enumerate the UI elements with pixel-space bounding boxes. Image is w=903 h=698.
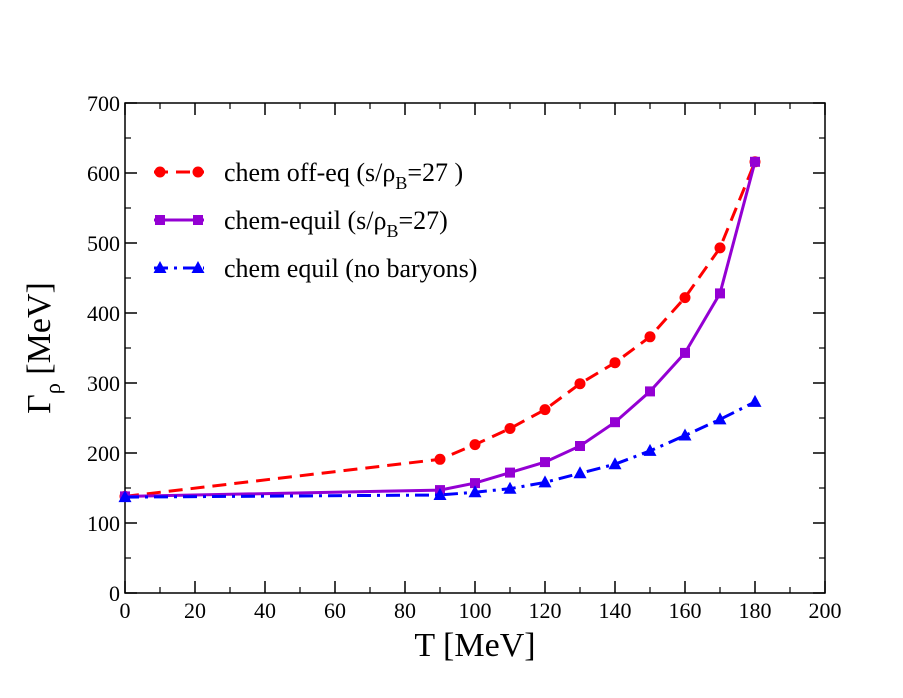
legend-label-post: =27 )	[407, 158, 463, 187]
data-point	[645, 386, 655, 397]
x-tick-label: 60	[324, 598, 346, 623]
data-point	[750, 156, 760, 167]
x-tick-label: 200	[809, 598, 842, 623]
data-point	[469, 439, 481, 451]
legend: chem off-eq (s/ρB=27 )chem-equil (s/ρB=2…	[153, 158, 477, 283]
y-tick-label: 0	[109, 581, 120, 606]
legend-label: chem equil (no baryons)	[224, 254, 477, 283]
data-point	[539, 404, 551, 416]
y-tick-label: 300	[87, 371, 120, 396]
series-3	[118, 394, 762, 503]
legend-label-text: chem-equil (s/ρ	[224, 206, 386, 235]
y-tick-label: 500	[87, 231, 120, 256]
data-point	[118, 490, 132, 503]
legend-label-post: =27)	[398, 206, 447, 235]
legend-label-text: chem equil (no baryons)	[224, 254, 477, 283]
series-line	[124, 400, 756, 499]
legend-marker	[191, 261, 205, 273]
legend-entry-1: chem off-eq (s/ρB=27 )	[154, 158, 463, 193]
y-axis-label-main: Γ	[21, 394, 58, 414]
y-tick-label: 100	[87, 511, 120, 536]
y-tick-label: 700	[87, 91, 120, 116]
data-point	[644, 331, 656, 343]
y-tick-label: 200	[87, 441, 120, 466]
data-point	[680, 347, 690, 358]
legend-marker	[193, 215, 203, 225]
axis-ticks	[124, 102, 826, 594]
data-point	[434, 453, 446, 465]
data-point	[470, 478, 480, 489]
data-point	[504, 423, 516, 434]
data-point	[609, 357, 621, 369]
legend-label: chem-equil (s/ρB=27)	[224, 206, 448, 241]
y-axis-label: Γρ [MeV]	[21, 282, 65, 414]
data-point	[505, 467, 515, 478]
series-line	[124, 161, 757, 498]
data-point	[608, 457, 622, 470]
data-point	[713, 412, 727, 425]
data-point	[433, 488, 447, 500]
x-tick-label: 40	[254, 598, 276, 623]
data-point	[748, 394, 762, 407]
x-tick-label: 100	[459, 598, 492, 623]
x-tick-label: 160	[669, 598, 702, 623]
legend-marker	[154, 166, 166, 178]
data-point	[575, 441, 585, 451]
y-axis-label-sub: ρ	[40, 383, 65, 394]
svg-text:Γρ [MeV]: Γρ [MeV]	[21, 282, 65, 414]
data-point	[643, 443, 657, 456]
legend-label-text: chem off-eq (s/ρ	[224, 158, 395, 187]
legend-marker	[155, 215, 165, 225]
x-axis-label: T [MeV]	[414, 627, 535, 664]
x-tick-label: 180	[739, 598, 772, 623]
x-tick-label: 140	[599, 598, 632, 623]
data-point	[503, 481, 517, 494]
legend-label-sub: B	[386, 221, 398, 241]
data-point	[714, 242, 726, 254]
x-tick-label: 0	[120, 598, 131, 623]
data-point	[678, 428, 692, 441]
y-axis-label-rest: [MeV]	[21, 282, 58, 383]
data-point	[573, 466, 587, 479]
data-point	[610, 417, 620, 428]
series-layer	[118, 156, 762, 503]
data-point	[538, 475, 552, 488]
legend-marker	[153, 261, 167, 273]
legend-marker	[192, 166, 204, 178]
data-point	[468, 485, 482, 498]
series-2	[120, 156, 760, 502]
y-tick-label: 400	[87, 301, 120, 326]
legend-entry-2: chem-equil (s/ρB=27)	[154, 206, 448, 241]
data-point	[574, 378, 586, 390]
legend-entry-3: chem equil (no baryons)	[153, 254, 477, 283]
x-tick-label: 120	[529, 598, 562, 623]
x-tick-label: 20	[184, 598, 206, 623]
data-point	[715, 288, 725, 299]
data-point	[679, 292, 691, 304]
legend-label-sub: B	[395, 173, 407, 193]
data-point	[540, 457, 550, 468]
tick-labels: 0 20 40 60 80 100 120 140 160 180 200 0 100 200 300 400…	[87, 91, 842, 623]
y-tick-label: 600	[87, 161, 120, 186]
legend-label: chem off-eq (s/ρB=27 )	[224, 158, 463, 193]
x-tick-label: 80	[394, 598, 416, 623]
